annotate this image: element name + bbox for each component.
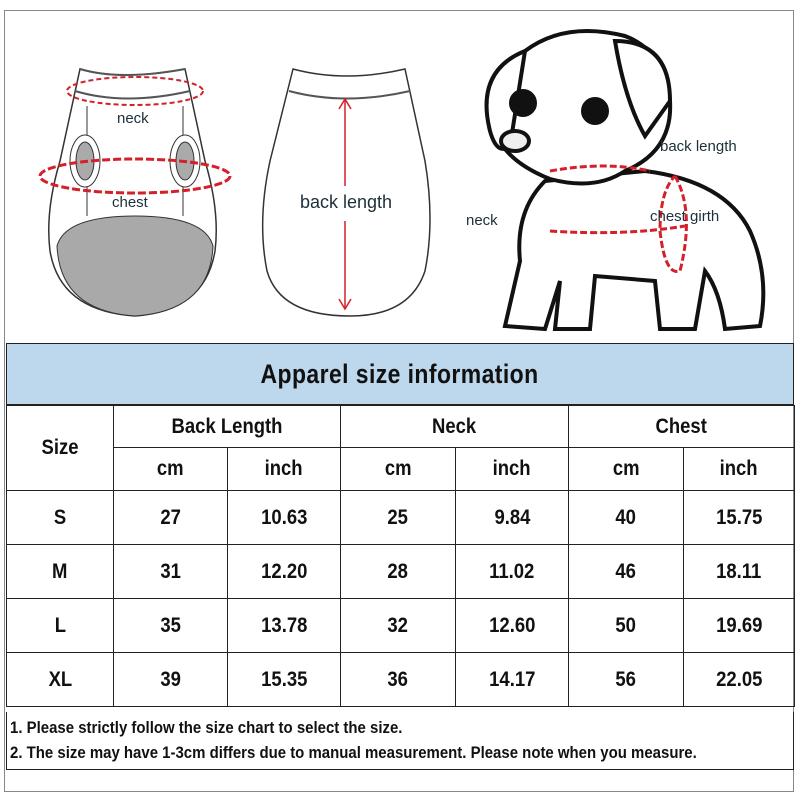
vest-front-illustration: neck chest: [38, 68, 232, 317]
group-header: Chest: [568, 405, 796, 448]
value-cell: 12.20: [227, 544, 341, 599]
value-cell: 27: [113, 490, 228, 545]
note: 1. Please strictly follow the size chart…: [10, 718, 403, 737]
unit-header: cm: [340, 447, 456, 491]
size-table: Size Back Length Neck Chest cm inch cm i…: [6, 405, 796, 707]
unit-header: cm: [113, 447, 228, 491]
unit-header: inch: [227, 447, 341, 491]
value-cell: 28: [340, 544, 456, 599]
value-cell: 13.78: [227, 598, 341, 653]
chest-label: chest: [112, 194, 149, 211]
size-cell: M: [6, 544, 114, 599]
table-row: M 31 12.20 28 11.02 46 18.11: [6, 544, 796, 599]
table-title-text: Apparel size information: [260, 358, 540, 389]
value-cell: 40: [568, 490, 685, 545]
value-cell: 19.69: [683, 598, 796, 653]
value-cell: 15.35: [227, 652, 341, 707]
table-row: L 35 13.78 32 12.60 50 19.69: [6, 598, 796, 653]
table-row: XL 39 15.35 36 14.17 56 22.05: [6, 652, 796, 707]
value-cell: 25: [340, 490, 456, 545]
value-cell: 31: [113, 544, 228, 599]
value-cell: 12.60: [454, 598, 570, 653]
value-cell: 9.84: [454, 490, 570, 545]
value-cell: 50: [568, 598, 685, 653]
notes: 1. Please strictly follow the size chart…: [6, 712, 794, 770]
dog-back-length-label: back length: [660, 138, 737, 155]
table-title: Apparel size information: [6, 343, 794, 405]
size-cell: L: [6, 598, 114, 653]
unit-header: inch: [683, 447, 796, 491]
size-header: Size: [6, 405, 114, 491]
group-header: Back Length: [113, 405, 341, 448]
vest-back-illustration: back length: [261, 68, 431, 317]
value-cell: 32: [340, 598, 456, 653]
value-cell: 10.63: [227, 490, 341, 545]
neck-label: neck: [117, 110, 149, 127]
value-cell: 35: [113, 598, 228, 653]
header-row-groups: Size Back Length Neck Chest: [6, 405, 796, 491]
size-cell: XL: [6, 652, 114, 707]
value-cell: 46: [568, 544, 685, 599]
value-cell: 22.05: [683, 652, 796, 707]
header-row-units: cm inch cm inch cm inch: [7, 447, 796, 491]
group-header: Neck: [339, 405, 570, 448]
value-cell: 11.02: [454, 544, 570, 599]
value-cell: 39: [113, 652, 228, 707]
value-cell: 14.17: [454, 652, 570, 707]
back-length-label: back length: [300, 192, 392, 212]
dog-illustration: back length neck chest girth: [466, 29, 766, 332]
value-cell: 36: [340, 652, 456, 707]
value-cell: 18.11: [683, 544, 796, 599]
value-cell: 15.75: [683, 490, 796, 545]
table-row: S 27 10.63 25 9.84 40 15.75: [6, 490, 796, 545]
unit-header: inch: [454, 447, 570, 491]
dog-chest-girth-label: chest girth: [650, 208, 719, 225]
dog-neck-label: neck: [466, 212, 498, 229]
unit-header: cm: [568, 447, 685, 491]
value-cell: 56: [568, 652, 685, 707]
measurement-illustrations: neck chest back length back length neck …: [38, 29, 766, 332]
size-cell: S: [6, 490, 114, 545]
note: 2. The size may have 1-3cm differs due t…: [10, 743, 697, 762]
